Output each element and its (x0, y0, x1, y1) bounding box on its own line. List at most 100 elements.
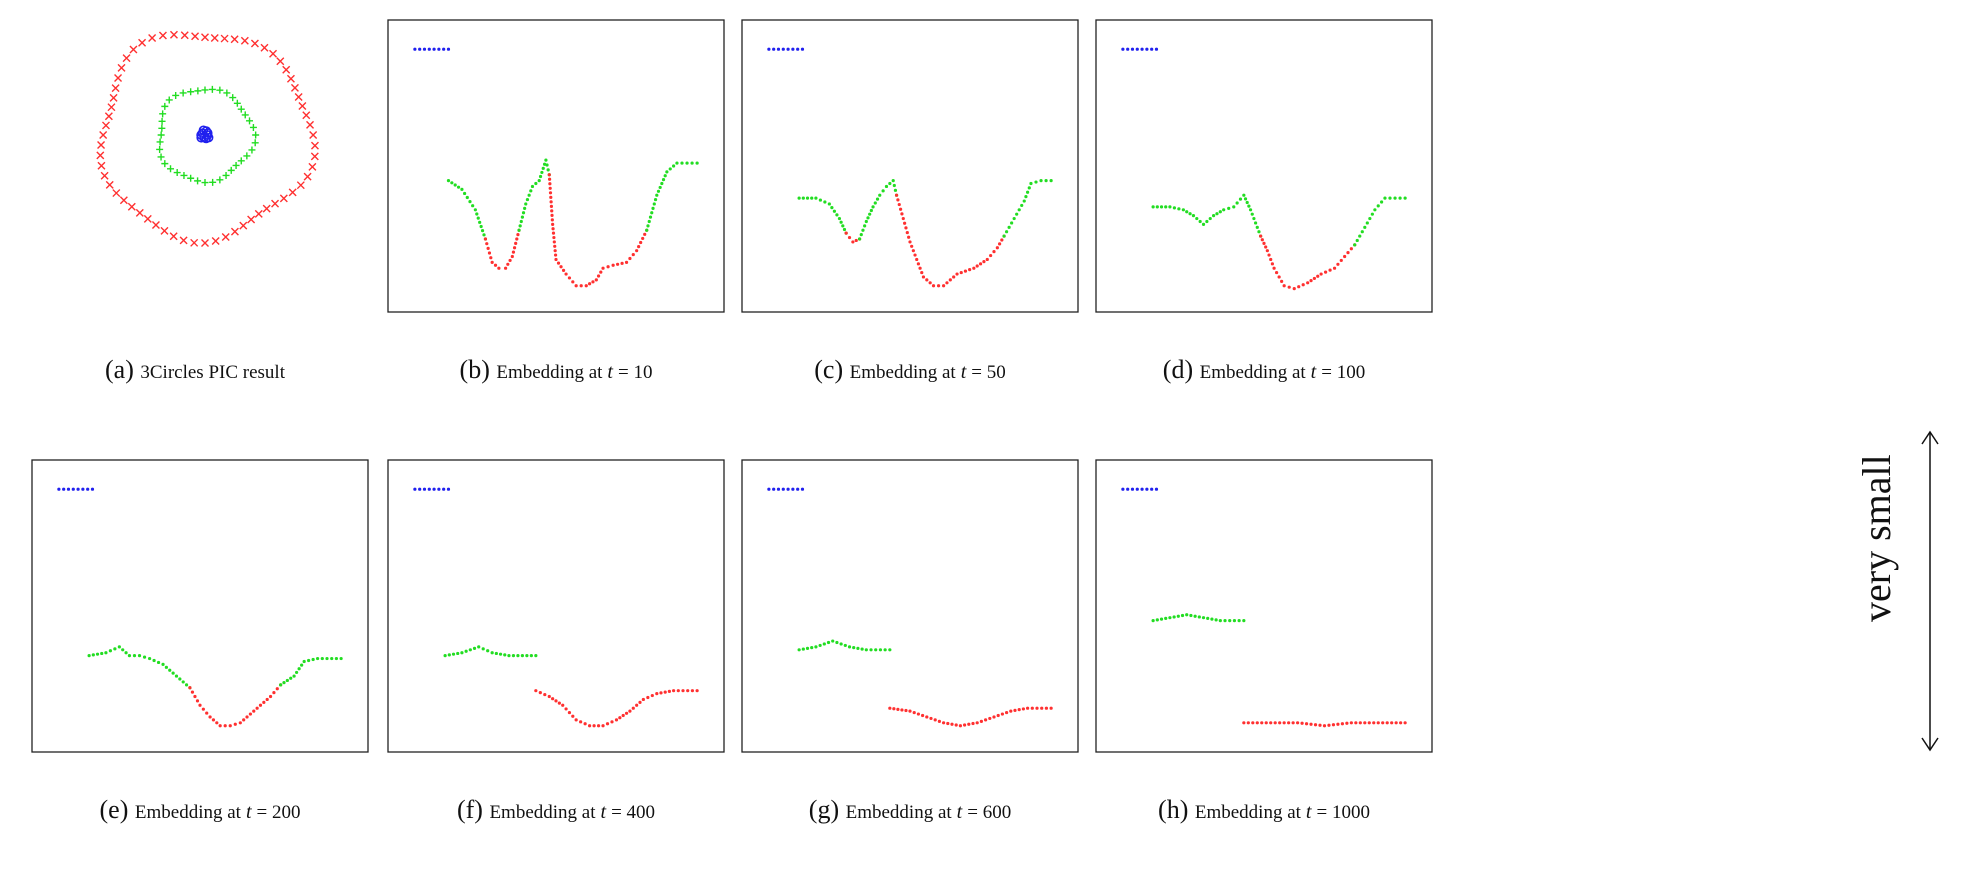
point-f-s1-7 (472, 646, 477, 650)
point-h-s2-20 (1331, 723, 1336, 727)
point-b-s2-5 (490, 260, 494, 264)
point-d-s1-14 (1205, 219, 1209, 224)
point-a-s1-30 (201, 86, 209, 94)
series-b-5 (645, 161, 699, 232)
point-e-s1-7 (117, 645, 121, 649)
point-e-s3-13 (325, 656, 329, 661)
point-c-s4-2 (897, 202, 901, 207)
point-g-s2-38 (1049, 706, 1053, 710)
point-c-s4-5 (901, 216, 905, 221)
point-h-s1-20 (1237, 619, 1241, 623)
point-b-s4-45 (641, 236, 645, 241)
caption-g: (g) Embedding at t = 600 (809, 795, 1011, 824)
point-b-s3-0 (517, 228, 521, 232)
caption-var-d: t (1306, 361, 1322, 383)
point-e-s1-1 (91, 653, 95, 657)
point-a-s1-4 (237, 157, 245, 165)
panel-d: (d) Embedding at t = 100 (1095, 19, 1433, 384)
point-d-s3-3 (1360, 230, 1364, 234)
point-e-s1-0 (87, 654, 91, 658)
point-e-s2-13 (233, 722, 237, 726)
point-f-s2-22 (621, 713, 625, 718)
point-h-s1-4 (1168, 616, 1172, 620)
point-f-s2-9 (567, 710, 572, 715)
point-e-s2-15 (242, 718, 246, 722)
point-f-s2-36 (676, 689, 680, 693)
point-a-s1-36 (237, 105, 245, 113)
point-a-s0-53 (250, 39, 259, 48)
point-c-s3-6 (868, 212, 872, 216)
point-d-s2-0 (1259, 234, 1263, 238)
point-g-s2-0 (888, 706, 892, 710)
point-e-s0-5 (81, 487, 85, 491)
point-h-s1-11 (1197, 615, 1201, 619)
point-g-s1-7 (826, 640, 831, 645)
point-g-s0-4 (786, 487, 790, 491)
point-h-s2-30 (1376, 721, 1380, 725)
point-c-s1-7 (827, 202, 831, 206)
point-g-s2-2 (896, 707, 900, 711)
point-g-s2-3 (900, 708, 904, 712)
point-d-s2-22 (1324, 270, 1328, 274)
point-b-s1-13 (479, 224, 483, 229)
point-d-s3-4 (1363, 225, 1367, 229)
point-g-s2-17 (958, 724, 963, 728)
point-d-s1-3 (1164, 205, 1168, 209)
point-b-s1-4 (460, 187, 464, 191)
point-f-s2-24 (628, 709, 632, 713)
point-h-s2-9 (1282, 721, 1286, 725)
point-g-s2-35 (1035, 706, 1039, 710)
point-d-s1-15 (1208, 216, 1212, 221)
point-a-s0-25 (119, 196, 128, 205)
point-b-s2-6 (493, 263, 498, 267)
point-d-s1-19 (1222, 208, 1226, 212)
point-b-s4-1 (547, 177, 552, 181)
point-d-s2-27 (1343, 254, 1347, 259)
point-c-s3-8 (871, 205, 875, 209)
point-f-s2-29 (646, 695, 650, 700)
point-b-s4-29 (588, 282, 592, 286)
point-c-s4-6 (903, 221, 907, 225)
point-g-s2-1 (892, 707, 896, 711)
caption-value-b: = 10 (618, 362, 652, 383)
point-c-s0-7 (800, 47, 805, 51)
point-f-s2-40 (695, 689, 699, 693)
point-f-s2-37 (681, 689, 685, 693)
point-c-s4-25 (948, 278, 952, 282)
caption-e: (e) Embedding at t = 200 (100, 795, 301, 824)
point-h-s1-9 (1189, 613, 1193, 618)
point-b-s3-17 (544, 158, 548, 162)
point-e-s2-16 (245, 715, 249, 719)
point-h-s2-8 (1278, 721, 1282, 725)
point-b-s0-7 (446, 47, 451, 51)
point-h-s2-13 (1300, 721, 1304, 725)
series-a-0 (96, 30, 319, 248)
point-c-s0-0 (767, 47, 771, 51)
point-c-s5-2 (1007, 225, 1011, 229)
point-d-s2-12 (1282, 284, 1286, 288)
point-e-s1-8 (121, 648, 125, 652)
point-f-s2-34 (667, 689, 672, 694)
point-f-s2-25 (631, 706, 635, 710)
point-e-s1-4 (104, 651, 108, 655)
point-h-s2-21 (1336, 722, 1340, 726)
point-b-s4-46 (643, 232, 647, 236)
point-a-s0-16 (201, 239, 209, 248)
point-c-s1-4 (814, 196, 818, 200)
point-e-s2-14 (238, 721, 242, 725)
point-b-s5-2 (647, 219, 651, 224)
point-g-s1-20 (883, 648, 887, 652)
point-h-s1-17 (1223, 619, 1227, 623)
point-a-s1-25 (165, 96, 173, 104)
point-a-s1-2 (248, 146, 256, 154)
point-b-s4-36 (611, 263, 615, 267)
point-a-s1-33 (223, 89, 231, 97)
point-b-s3-2 (519, 219, 523, 224)
point-c-s5-0 (1002, 234, 1006, 238)
point-a-s0-2 (310, 152, 319, 161)
caption-text-g: Embedding at (846, 802, 953, 823)
point-f-s1-6 (468, 648, 472, 652)
point-f-s1-18 (520, 654, 525, 658)
point-c-s4-8 (905, 230, 909, 235)
point-b-s1-15 (482, 233, 486, 237)
